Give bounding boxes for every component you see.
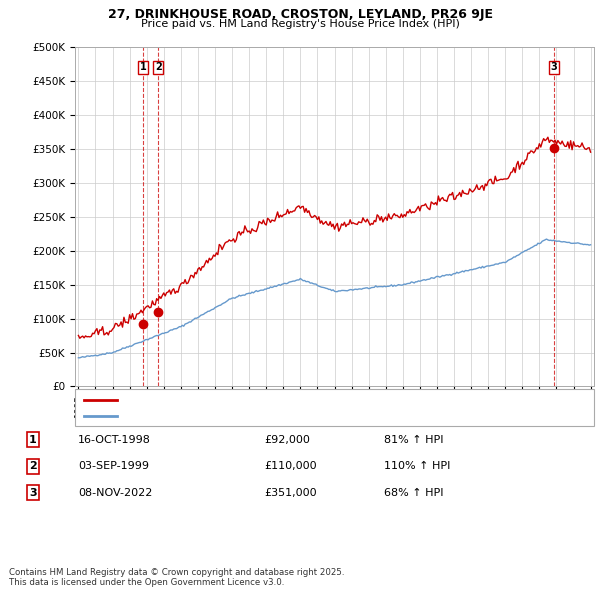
Text: 2: 2: [155, 63, 161, 73]
Text: HPI: Average price, semi-detached house, Chorley: HPI: Average price, semi-detached house,…: [123, 411, 362, 420]
Text: 1: 1: [140, 63, 146, 73]
Text: 1: 1: [29, 435, 37, 444]
Text: 68% ↑ HPI: 68% ↑ HPI: [384, 488, 443, 497]
Text: 110% ↑ HPI: 110% ↑ HPI: [384, 461, 451, 471]
Text: £110,000: £110,000: [264, 461, 317, 471]
Text: 3: 3: [29, 488, 37, 497]
Text: 2: 2: [29, 461, 37, 471]
Text: Price paid vs. HM Land Registry's House Price Index (HPI): Price paid vs. HM Land Registry's House …: [140, 19, 460, 29]
Text: 27, DRINKHOUSE ROAD, CROSTON, LEYLAND, PR26 9JE: 27, DRINKHOUSE ROAD, CROSTON, LEYLAND, P…: [107, 8, 493, 21]
Text: 16-OCT-1998: 16-OCT-1998: [78, 435, 151, 444]
Text: 27, DRINKHOUSE ROAD, CROSTON, LEYLAND, PR26 9JE (semi-detached house): 27, DRINKHOUSE ROAD, CROSTON, LEYLAND, P…: [123, 395, 497, 404]
Text: 81% ↑ HPI: 81% ↑ HPI: [384, 435, 443, 444]
Text: £351,000: £351,000: [264, 488, 317, 497]
Text: 03-SEP-1999: 03-SEP-1999: [78, 461, 149, 471]
Text: Contains HM Land Registry data © Crown copyright and database right 2025.
This d: Contains HM Land Registry data © Crown c…: [9, 568, 344, 587]
Text: £92,000: £92,000: [264, 435, 310, 444]
Text: 3: 3: [551, 63, 557, 73]
Text: 08-NOV-2022: 08-NOV-2022: [78, 488, 152, 497]
